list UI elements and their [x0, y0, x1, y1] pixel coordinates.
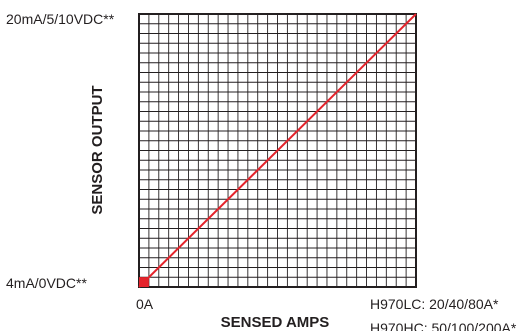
y-tick-label-max: 20mA/5/10VDC**	[6, 11, 115, 27]
x-tick-label-max-line-2: H970HC: 50/100/200A*	[370, 320, 517, 331]
y-tick-label-min: 4mA/0VDC**	[6, 275, 87, 291]
series-line	[138, 13, 417, 288]
y-axis-label: SENSOR OUTPUT	[89, 85, 106, 214]
x-axis-label: SENSED AMPS	[221, 314, 330, 331]
plot-frame	[138, 13, 417, 288]
x-tick-label-max-line-1: H970LC: 20/40/80A*	[370, 296, 499, 312]
chart-grid	[139, 14, 416, 287]
x-tick-label-min: 0A	[136, 296, 154, 312]
